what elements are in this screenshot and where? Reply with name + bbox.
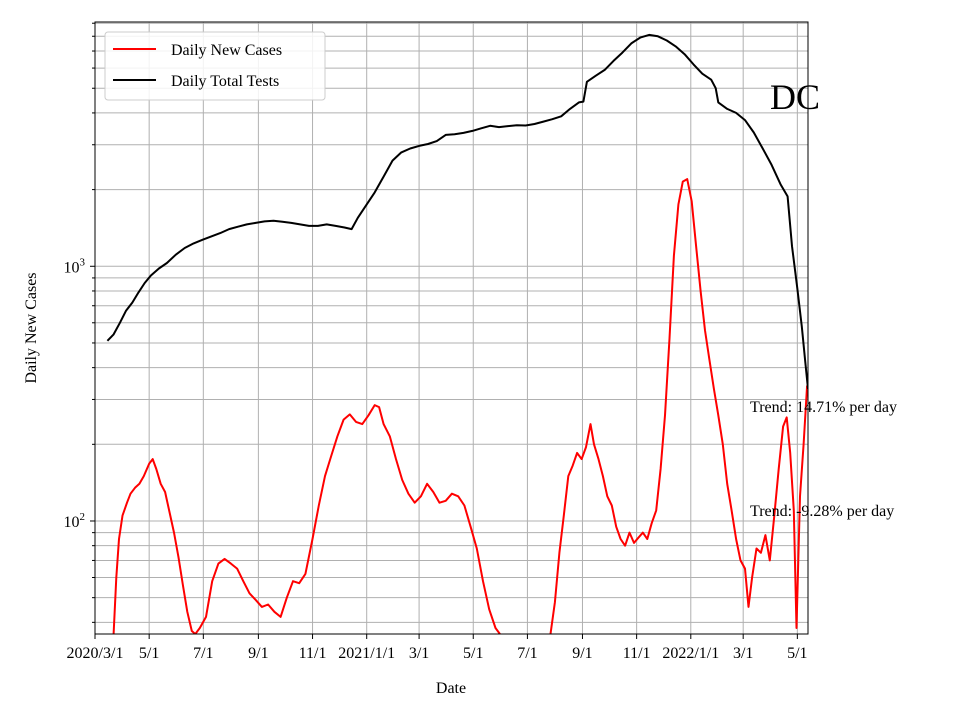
x-tick-label: 3/1 xyxy=(409,645,429,662)
axis-ticks: 2020/3/1 5/1 7/1 9/1 11/1 2021/1/1 3/1 5/1 7/1 9/… xyxy=(64,22,808,662)
series-layer xyxy=(106,33,808,634)
y-axis-label: Daily New Cases xyxy=(23,272,40,383)
x-tick-label: 2020/3/1 xyxy=(67,645,124,662)
x-tick-label: 3/1 xyxy=(733,645,753,662)
x-axis-label: Date xyxy=(436,680,466,697)
x-tick-label: 5/1 xyxy=(463,645,483,662)
x-tick-label: 7/1 xyxy=(517,645,537,662)
legend-label-cases: Daily New Cases xyxy=(171,42,282,59)
x-tick-label: 5/1 xyxy=(787,645,807,662)
region-annotation: DC xyxy=(770,77,820,117)
daily-new-cases-line xyxy=(112,178,808,634)
y-tick-label: 102 xyxy=(64,511,86,531)
legend-label-tests: Daily Total Tests xyxy=(171,73,279,90)
x-tick-label: 2021/1/1 xyxy=(338,645,395,662)
trend-label-2: Trend: -9.28% per day xyxy=(750,503,894,520)
x-tick-label: 9/1 xyxy=(572,645,592,662)
legend-box xyxy=(104,31,326,101)
x-tick-label: 5/1 xyxy=(139,645,159,662)
x-tick-label: 9/1 xyxy=(248,645,268,662)
daily-total-tests-line xyxy=(106,33,808,390)
x-tick-label: 11/1 xyxy=(299,645,327,662)
y-tick-label: 103 xyxy=(64,256,86,276)
trend-label-1: Trend: 14.71% per day xyxy=(750,399,897,416)
x-tick-label: 11/1 xyxy=(623,645,651,662)
grid xyxy=(94,22,808,634)
plot-frame xyxy=(94,21,809,635)
legend: Daily New Cases Daily Total Tests xyxy=(104,31,326,101)
x-tick-label: 7/1 xyxy=(193,645,213,662)
x-tick-label: 2022/1/1 xyxy=(662,645,719,662)
